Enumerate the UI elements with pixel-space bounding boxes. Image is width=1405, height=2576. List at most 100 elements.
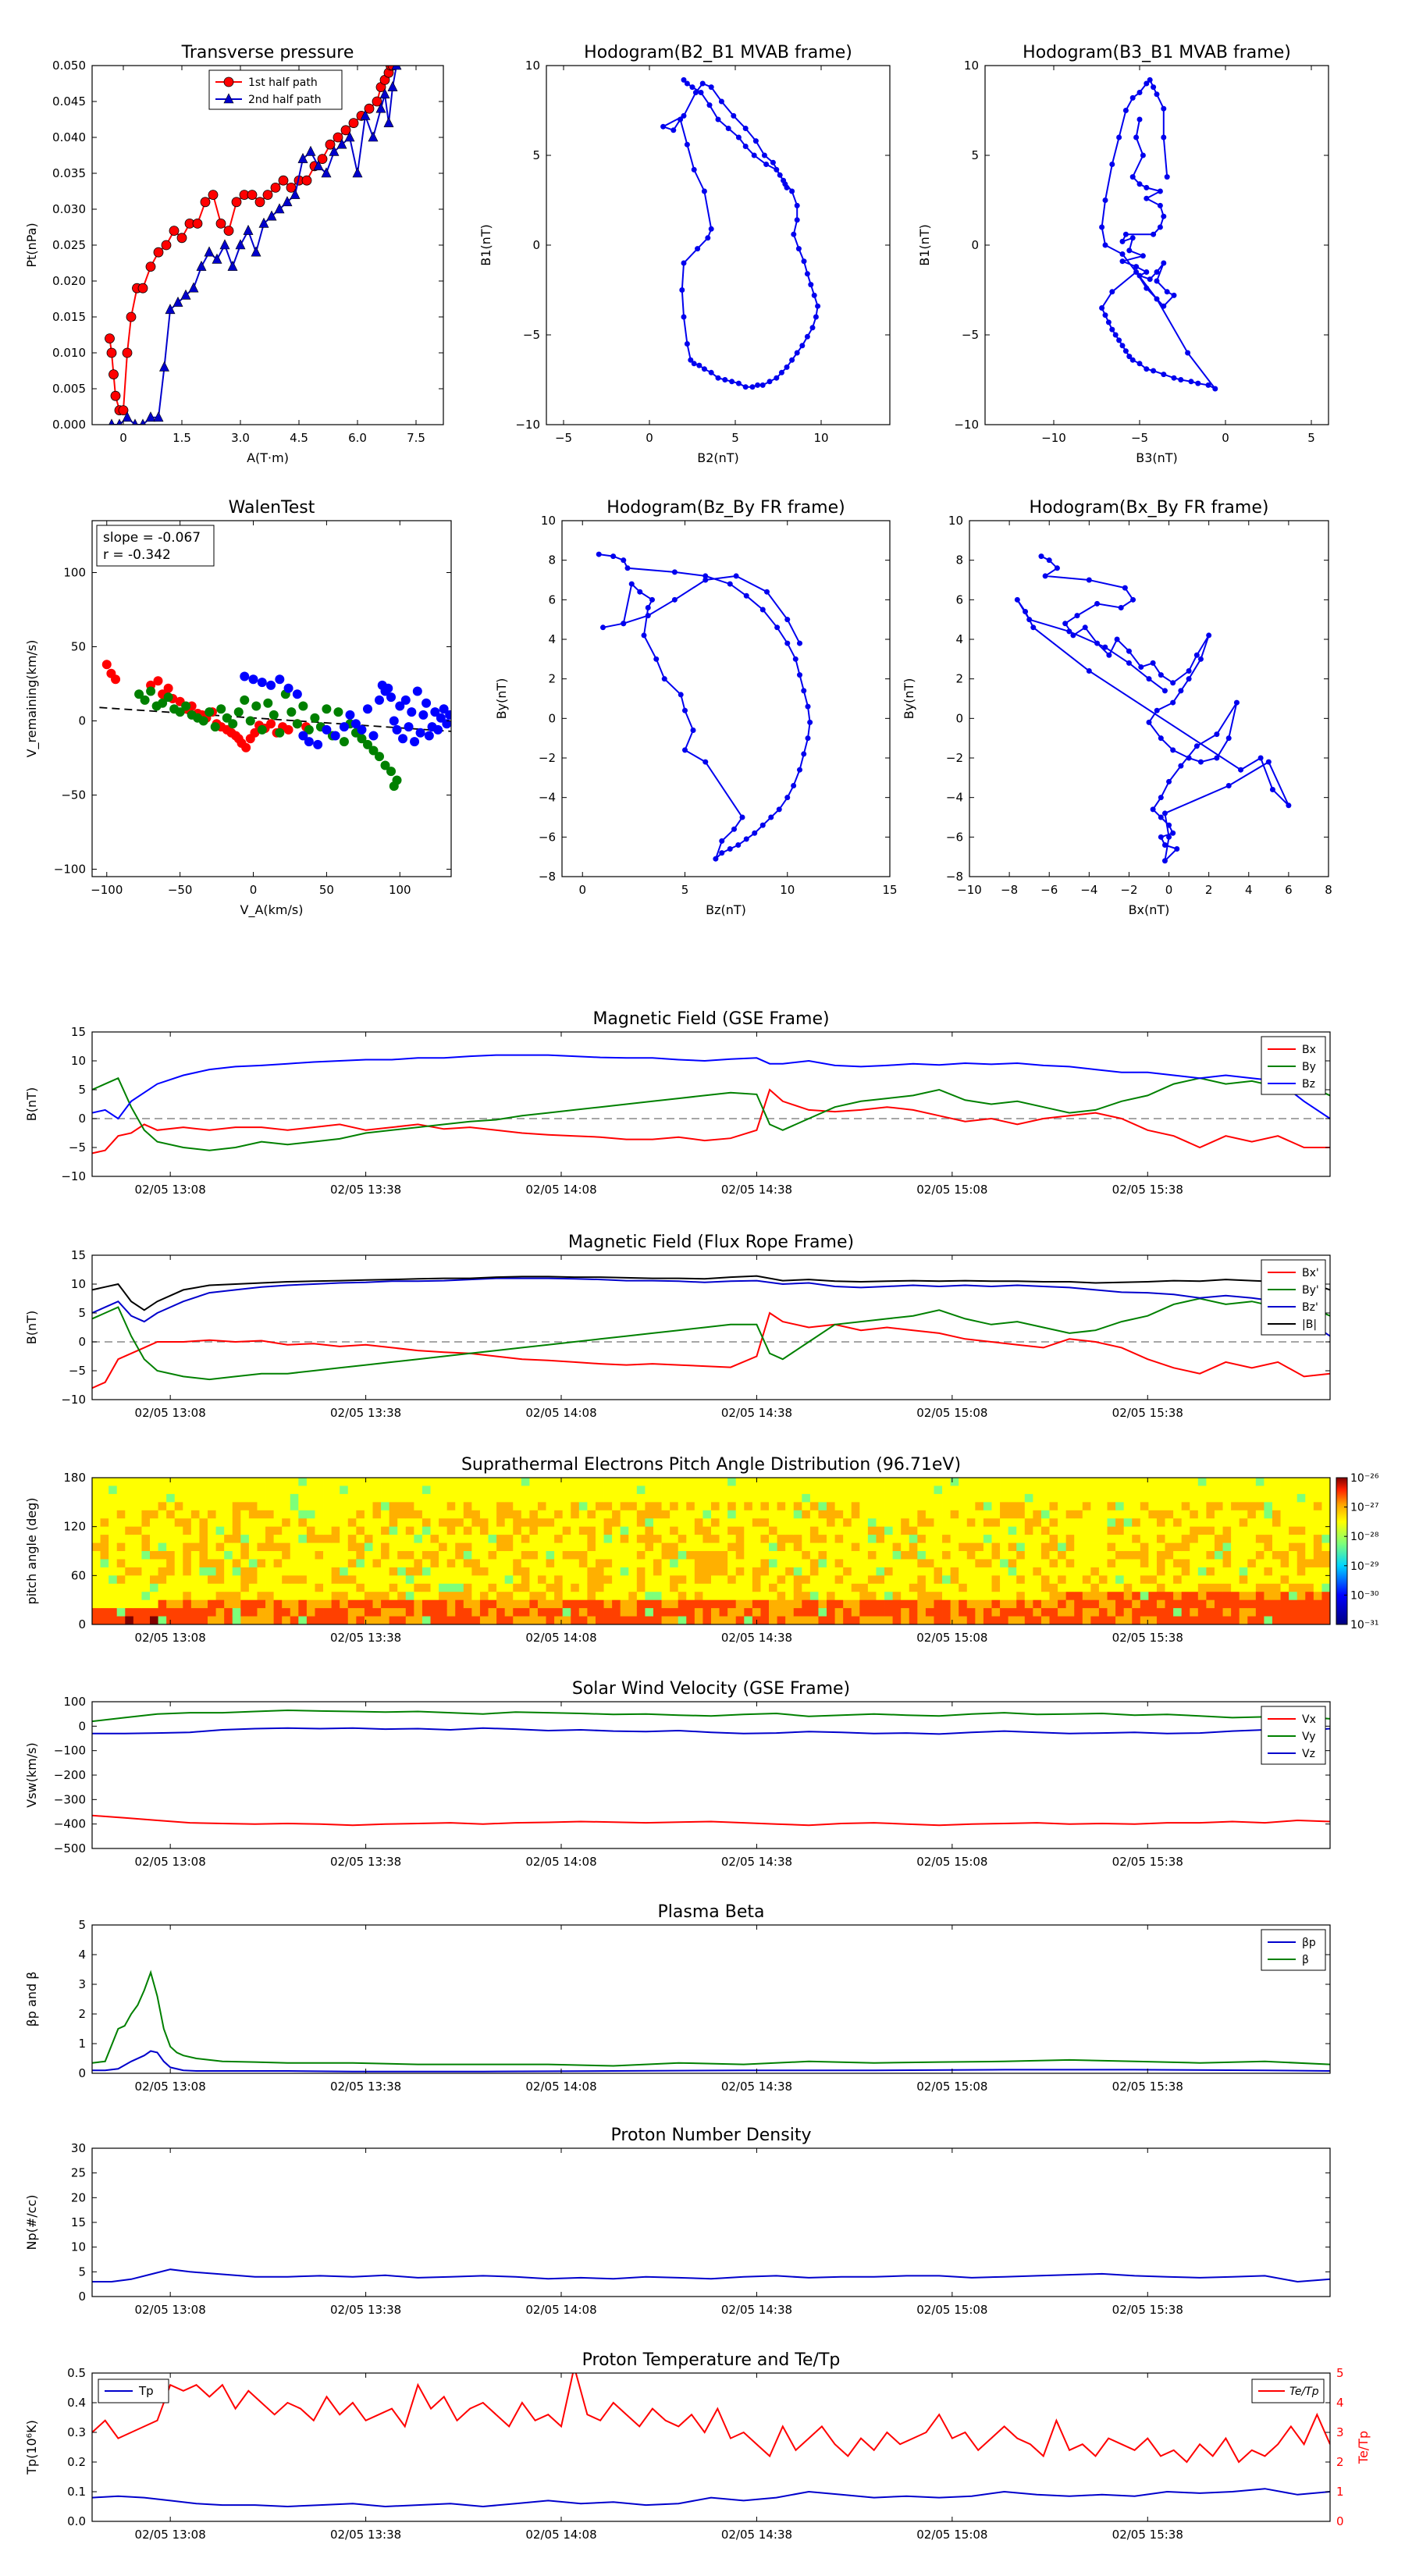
heatmap-cell bbox=[537, 1616, 546, 1624]
heatmap-cell bbox=[232, 1542, 241, 1552]
y-tick-label: −400 bbox=[54, 1817, 86, 1831]
heatmap-cell bbox=[975, 1493, 984, 1503]
heatmap-cell bbox=[1090, 1502, 1100, 1511]
heatmap-cell bbox=[1040, 1608, 1050, 1617]
heatmap-cell bbox=[884, 1493, 894, 1503]
heatmap-cell bbox=[1239, 1526, 1248, 1535]
heatmap-cell bbox=[133, 1502, 142, 1511]
heatmap-cell bbox=[950, 1608, 959, 1617]
heatmap-cell bbox=[802, 1551, 811, 1560]
heatmap-cell bbox=[670, 1599, 679, 1609]
heatmap-cell bbox=[1247, 1542, 1257, 1552]
heatmap-cell bbox=[1321, 1575, 1330, 1585]
heatmap-cell bbox=[636, 1518, 646, 1528]
heatmap-cell bbox=[620, 1478, 629, 1486]
y-tick-label: 0 bbox=[548, 711, 556, 725]
heatmap-cell bbox=[670, 1535, 679, 1543]
heatmap-cell bbox=[1040, 1583, 1050, 1592]
y-tick-label: 15 bbox=[71, 2215, 86, 2229]
heatmap-cell bbox=[834, 1583, 844, 1592]
heatmap-cell bbox=[769, 1599, 777, 1609]
heatmap-cell bbox=[1058, 1551, 1067, 1560]
heatmap-cell bbox=[100, 1567, 109, 1576]
heatmap-cell bbox=[1313, 1493, 1322, 1503]
panel-p10 bbox=[91, 1701, 1331, 1849]
heatmap-cell bbox=[1123, 1592, 1133, 1601]
heatmap-cell bbox=[1255, 1575, 1264, 1585]
heatmap-cell bbox=[834, 1518, 844, 1528]
heatmap-cell bbox=[1000, 1526, 1009, 1535]
heatmap-cell bbox=[1107, 1599, 1116, 1609]
data-point bbox=[1114, 636, 1120, 642]
heatmap-cell bbox=[785, 1542, 795, 1552]
heatmap-cell bbox=[834, 1535, 844, 1543]
heatmap-cell bbox=[133, 1575, 142, 1585]
heatmap-cell bbox=[496, 1493, 506, 1503]
heatmap-cell bbox=[306, 1485, 315, 1495]
heatmap-cell bbox=[100, 1502, 109, 1511]
heatmap-cell bbox=[760, 1502, 770, 1511]
x-tick-label: 5 bbox=[731, 431, 739, 445]
heatmap-cell bbox=[546, 1535, 555, 1543]
heatmap-cell bbox=[1082, 1616, 1091, 1624]
heatmap-cell bbox=[1239, 1575, 1248, 1585]
heatmap-cell bbox=[612, 1502, 621, 1511]
data-layer-p2 bbox=[660, 76, 821, 390]
heatmap-cell bbox=[1115, 1575, 1125, 1585]
heatmap-cell bbox=[405, 1616, 414, 1624]
x-tick-label: 02/05 14:38 bbox=[721, 1406, 792, 1420]
heatmap-cell bbox=[809, 1592, 819, 1601]
heatmap-cell bbox=[323, 1559, 333, 1568]
data-point bbox=[1164, 174, 1170, 180]
heatmap-cell bbox=[571, 1510, 580, 1519]
data-point bbox=[702, 759, 709, 765]
data-point bbox=[1102, 197, 1108, 203]
heatmap-cell bbox=[446, 1542, 456, 1552]
heatmap-cell bbox=[1190, 1608, 1199, 1617]
heatmap-cell bbox=[381, 1535, 390, 1543]
x-tick-label: 02/05 14:08 bbox=[525, 1406, 596, 1420]
heatmap-cell bbox=[587, 1535, 596, 1543]
heatmap-cell bbox=[92, 1551, 101, 1560]
data-point bbox=[1133, 134, 1140, 141]
heatmap-cell bbox=[298, 1502, 308, 1511]
heatmap-cell bbox=[661, 1518, 670, 1528]
heatmap-cell bbox=[571, 1567, 580, 1576]
data-point bbox=[1193, 743, 1200, 749]
heatmap-cell bbox=[966, 1502, 976, 1511]
data-point bbox=[729, 379, 735, 385]
heatmap-cell bbox=[612, 1592, 621, 1601]
heatmap-cell bbox=[488, 1616, 497, 1624]
heatmap-cell bbox=[620, 1485, 629, 1495]
data-point bbox=[122, 411, 133, 422]
heatmap-cell bbox=[1297, 1502, 1306, 1511]
data-point bbox=[140, 418, 146, 425]
heatmap-cell bbox=[1049, 1559, 1058, 1568]
heatmap-cell bbox=[439, 1608, 448, 1617]
heatmap-cell bbox=[529, 1485, 539, 1495]
heatmap-cell bbox=[290, 1535, 299, 1543]
heatmap-cell bbox=[1016, 1493, 1026, 1503]
heatmap-cell bbox=[727, 1592, 737, 1601]
heatmap-cell bbox=[727, 1551, 737, 1560]
heatmap-cell bbox=[793, 1583, 802, 1592]
heatmap-cell bbox=[1123, 1485, 1133, 1495]
heatmap-cell bbox=[224, 1559, 233, 1568]
y-right-tick-label: 4 bbox=[1336, 2396, 1344, 2410]
heatmap-cell bbox=[455, 1583, 464, 1592]
heatmap-cell bbox=[116, 1559, 126, 1568]
heatmap-cell bbox=[1107, 1478, 1116, 1486]
heatmap-cell bbox=[612, 1599, 621, 1609]
heatmap-cell bbox=[578, 1575, 588, 1585]
heatmap-cell bbox=[479, 1502, 489, 1511]
heatmap-cell bbox=[1024, 1485, 1033, 1495]
x-tick-label: 02/05 13:38 bbox=[330, 1631, 401, 1645]
x-tick-label: 02/05 13:08 bbox=[135, 1183, 206, 1197]
heatmap-cell bbox=[463, 1575, 472, 1585]
heatmap-cell bbox=[859, 1485, 869, 1495]
heatmap-cell bbox=[744, 1542, 753, 1552]
heatmap-cell bbox=[364, 1526, 373, 1535]
heatmap-cell bbox=[959, 1510, 968, 1519]
heatmap-cell bbox=[661, 1583, 670, 1592]
heatmap-cell bbox=[174, 1559, 183, 1568]
